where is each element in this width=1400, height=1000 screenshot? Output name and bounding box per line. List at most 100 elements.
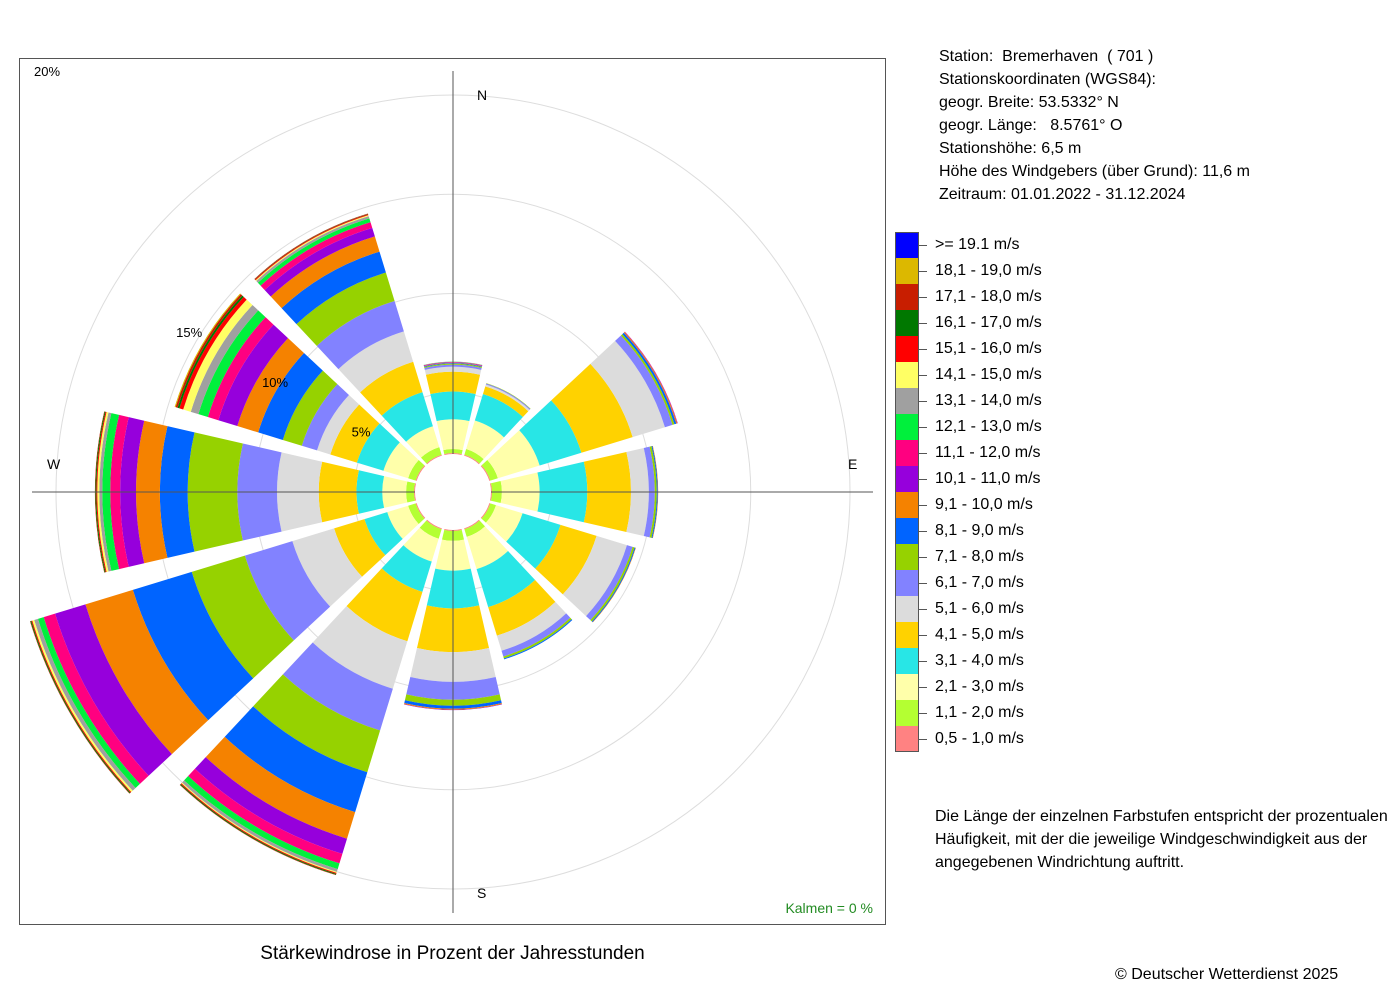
legend-tick (919, 479, 927, 480)
sector-210-band-6 (312, 606, 408, 689)
legend-label: 5,1 - 6,0 m/s (935, 600, 1024, 617)
sector-330-band-2 (420, 447, 442, 464)
legend-tick (919, 661, 927, 662)
sector-300-band-14 (190, 304, 259, 415)
sector-30-band-5 (482, 386, 529, 418)
legend-swatch (895, 596, 919, 622)
sector-60-band-7 (615, 335, 673, 428)
sector-210-band-5 (346, 568, 423, 642)
direction-label-n: N (477, 87, 487, 103)
sector-300-band-6 (317, 395, 360, 455)
sector-0-band-11 (423, 362, 483, 367)
sector-210-band-3 (403, 527, 439, 562)
legend-swatch (895, 700, 919, 726)
sector-300-band-11 (218, 324, 289, 427)
sector-300-band-3 (383, 442, 419, 479)
legend-label: 16,1 - 17,0 m/s (935, 314, 1042, 331)
legend-tick (919, 271, 927, 272)
legend-swatch (895, 622, 919, 648)
legend-tick (919, 505, 927, 506)
legend-tick (919, 349, 927, 350)
sector-90-band-9 (651, 445, 658, 539)
direction-label-w: W (47, 456, 61, 472)
sector-300-band-1 (415, 465, 426, 481)
legend-tick (919, 375, 927, 376)
sector-30 (464, 383, 531, 465)
sector-330-band-4 (381, 392, 433, 442)
legend-swatch (895, 362, 919, 388)
legend-explanation: Die Länge der einzelnen Farbstufen entsp… (935, 808, 1388, 871)
calm-label: Kalmen = 0 % (785, 900, 873, 916)
legend-label: 17,1 - 18,0 m/s (935, 288, 1042, 305)
sector-150-band-2 (464, 520, 486, 537)
sector-30-band-6 (485, 384, 530, 412)
legend-swatch (895, 466, 919, 492)
legend-label: 11,1 - 12,0 m/s (935, 444, 1041, 461)
legend-label: 1,1 - 2,0 m/s (935, 704, 1024, 721)
sector-210-band-2 (419, 520, 442, 539)
sector-300-band-5 (330, 404, 380, 463)
sector-330-band-13 (257, 218, 371, 286)
sector-210-band-7 (282, 642, 393, 731)
sector-240-band-10 (85, 589, 209, 755)
ring-label-1: 5% (352, 424, 371, 439)
sector-150-band-8 (503, 617, 572, 659)
sector-150-band-5 (488, 580, 556, 636)
sector-300 (174, 293, 426, 481)
sector-150-band-3 (466, 526, 509, 570)
sector-30-band-3 (466, 420, 504, 460)
sector-120-band-3 (485, 505, 523, 542)
legend-label: 2,1 - 3,0 m/s (935, 678, 1024, 695)
sector-30-band-4 (474, 393, 523, 438)
wind-sectors (29, 213, 678, 876)
ring-label-3: 15% (176, 325, 202, 340)
legend-swatch (895, 492, 919, 518)
sector-0-band-9 (424, 363, 482, 367)
legend-label: 3,1 - 4,0 m/s (935, 652, 1024, 669)
legend-swatch (895, 284, 919, 310)
legend-swatch (895, 674, 919, 700)
legend-label: 13,1 - 14,0 m/s (935, 392, 1042, 409)
legend-label: 4,1 - 5,0 m/s (935, 626, 1024, 643)
sector-300-band-16 (179, 296, 247, 410)
legend-tick (919, 297, 927, 298)
legend-swatch (895, 388, 919, 414)
legend-tick (919, 453, 927, 454)
sector-0-band-12 (423, 361, 483, 366)
legend-swatch (895, 726, 919, 752)
chart-caption: Stärkewindrose in Prozent der Jahresstun… (260, 943, 645, 964)
sector-0-band-8 (424, 363, 482, 368)
legend-label: 8,1 - 9,0 m/s (935, 522, 1024, 539)
ring-label-2: 10% (262, 375, 288, 390)
sector-210-band-4 (381, 545, 432, 592)
legend-tick (919, 739, 927, 740)
legend-swatch (895, 310, 919, 336)
sector-150-band-6 (496, 601, 567, 651)
sector-300-band-15 (183, 299, 253, 412)
sector-270-band-15 (97, 412, 109, 572)
sector-150-band-7 (501, 613, 571, 657)
sector-300-band-2 (408, 459, 425, 481)
windrose-chart: 5% 10% 15% 20% N E S W Kalmen = 0 % (29, 64, 873, 916)
legend-swatch (895, 518, 919, 544)
sector-240-band-13 (37, 617, 140, 788)
legend-swatch (895, 414, 919, 440)
sector-60-band-3 (487, 430, 540, 479)
legend-swatch (895, 232, 919, 258)
sector-60-band-6 (590, 340, 665, 438)
legend-swatch (895, 336, 919, 362)
sector-270-band-16 (96, 411, 107, 573)
sector-240-band-4 (364, 512, 403, 556)
sector-330-band-6 (338, 331, 414, 393)
station-latitude: geogr. Breite: 53.5332° N (939, 94, 1119, 111)
legend-label: 0,5 - 1,0 m/s (935, 730, 1024, 747)
sector-0-band-13 (423, 361, 483, 366)
sector-270-band-17 (95, 411, 106, 573)
sector-240-band-6 (292, 528, 363, 607)
sector-240-band-7 (244, 541, 331, 641)
sector-210-band-12 (188, 768, 343, 864)
sector-330-band-8 (296, 272, 395, 346)
sector-210-band-11 (194, 757, 348, 854)
sector-300-band-13 (198, 310, 266, 418)
legend-tick (919, 401, 927, 402)
